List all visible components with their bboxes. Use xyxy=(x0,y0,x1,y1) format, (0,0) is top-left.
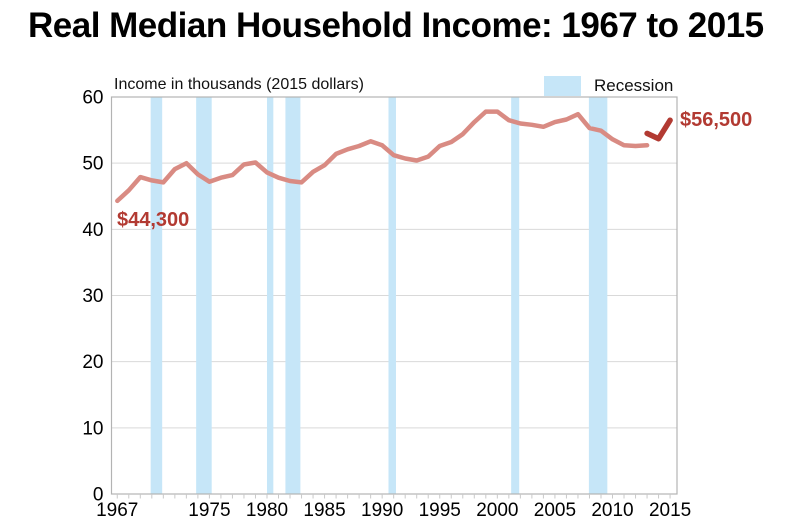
x-tick-label-1980: 1980 xyxy=(246,500,288,521)
legend: Recession xyxy=(544,76,673,96)
recession-band-5 xyxy=(511,97,520,494)
plot-border xyxy=(110,96,678,495)
x-tick-label-2015: 2015 xyxy=(649,500,691,521)
x-tick-label-2010: 2010 xyxy=(591,500,633,521)
end-value-annotation: $56,500 xyxy=(680,109,753,131)
income-line xyxy=(115,109,650,204)
recession-band-6 xyxy=(588,97,608,494)
x-tick-label-1995: 1995 xyxy=(419,500,461,521)
income-line-redesigned xyxy=(644,117,673,142)
x-tick-label-2005: 2005 xyxy=(534,500,576,521)
y-tick-label-40: 40 xyxy=(82,220,103,241)
recession-legend-swatch xyxy=(544,76,581,96)
recession-band-4 xyxy=(388,97,396,494)
y-tick-label-60: 60 xyxy=(82,88,103,109)
recession-band-0 xyxy=(150,97,163,494)
y-tick-label-30: 30 xyxy=(82,286,103,307)
y-tick-label-50: 50 xyxy=(82,154,103,175)
x-tick-label-2000: 2000 xyxy=(476,500,518,521)
recession-band-3 xyxy=(285,97,301,494)
y-axis-unit-label: Income in thousands (2015 dollars) xyxy=(114,76,364,93)
x-tick-label-1967: 1967 xyxy=(96,500,138,521)
x-tick-label-1975: 1975 xyxy=(188,500,230,521)
y-tick-label-0: 0 xyxy=(93,485,104,506)
recession-legend-label: Recession xyxy=(594,76,674,95)
recession-band-2 xyxy=(266,97,274,494)
x-tick-label-1990: 1990 xyxy=(361,500,403,521)
start-value-annotation: $44,300 xyxy=(117,209,190,231)
x-tick-label-1985: 1985 xyxy=(303,500,345,521)
chart-title: Real Median Household Income: 1967 to 20… xyxy=(28,6,764,45)
recession-band-1 xyxy=(196,97,212,494)
y-tick-label-20: 20 xyxy=(82,352,103,373)
y-tick-label-10: 10 xyxy=(82,418,103,439)
